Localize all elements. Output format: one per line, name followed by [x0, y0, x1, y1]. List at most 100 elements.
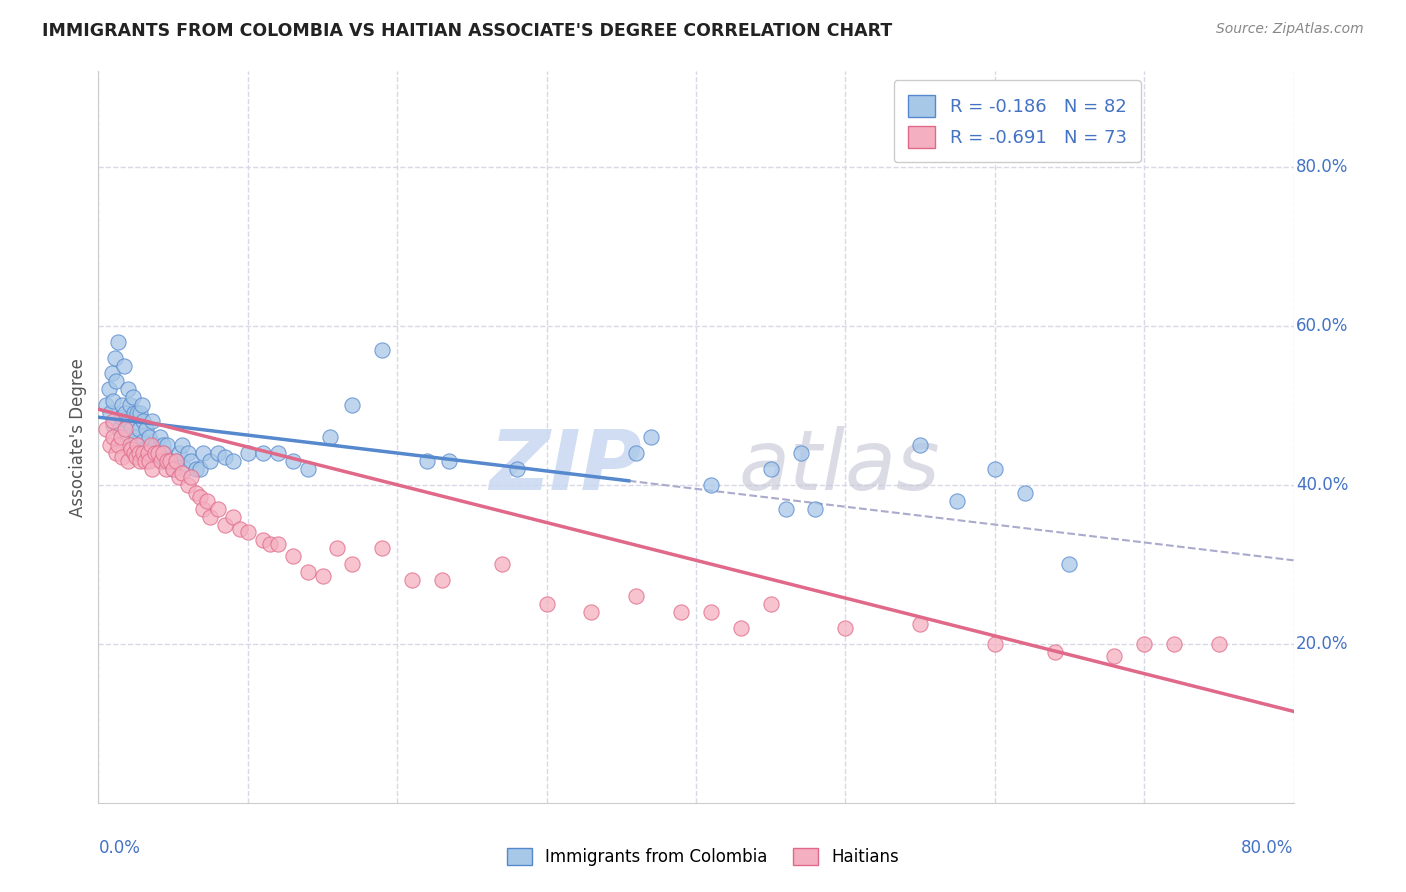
Point — [188, 490, 211, 504]
Point — [267, 446, 290, 460]
Point — [105, 375, 128, 389]
Text: 40.0%: 40.0% — [1296, 475, 1348, 494]
Point — [371, 343, 394, 357]
Point — [107, 438, 129, 452]
Point — [111, 450, 134, 464]
Point — [439, 454, 461, 468]
Point — [138, 454, 160, 468]
Point — [222, 509, 245, 524]
Point — [197, 493, 219, 508]
Point — [117, 454, 139, 468]
Point — [98, 406, 122, 420]
Point — [222, 454, 245, 468]
Point — [207, 501, 229, 516]
Text: 80.0%: 80.0% — [1241, 839, 1294, 857]
Point — [143, 438, 166, 452]
Point — [141, 462, 163, 476]
Point — [319, 430, 342, 444]
Point — [174, 462, 197, 476]
Point — [139, 438, 162, 452]
Text: 80.0%: 80.0% — [1296, 158, 1348, 176]
Point — [342, 558, 364, 572]
Point — [1043, 645, 1066, 659]
Point — [1133, 637, 1156, 651]
Point — [148, 446, 170, 460]
Point — [371, 541, 394, 556]
Point — [129, 438, 152, 452]
Point — [1208, 637, 1230, 651]
Point — [200, 454, 222, 468]
Point — [401, 573, 423, 587]
Point — [134, 442, 156, 456]
Point — [536, 597, 558, 611]
Point — [131, 398, 153, 412]
Point — [155, 454, 177, 468]
Point — [132, 446, 155, 460]
Point — [150, 454, 173, 468]
Point — [120, 442, 142, 456]
Point — [103, 394, 125, 409]
Point — [128, 422, 150, 436]
Point — [759, 462, 782, 476]
Point — [111, 398, 134, 412]
Point — [167, 470, 190, 484]
Point — [129, 454, 152, 468]
Point — [104, 351, 127, 365]
Point — [252, 446, 274, 460]
Point — [94, 422, 117, 436]
Point — [214, 517, 236, 532]
Point — [236, 446, 259, 460]
Point — [129, 406, 152, 420]
Point — [430, 573, 453, 587]
Point — [139, 446, 162, 460]
Point — [491, 558, 513, 572]
Point — [804, 501, 827, 516]
Point — [188, 462, 211, 476]
Point — [180, 470, 202, 484]
Point — [117, 383, 139, 397]
Point — [252, 533, 274, 548]
Point — [103, 418, 125, 433]
Point — [184, 462, 207, 476]
Point — [342, 398, 364, 412]
Point — [775, 501, 797, 516]
Point — [127, 438, 149, 452]
Point — [132, 434, 155, 448]
Point — [114, 406, 136, 420]
Text: 0.0%: 0.0% — [98, 839, 141, 857]
Point — [229, 521, 252, 535]
Point — [107, 334, 129, 349]
Point — [200, 509, 222, 524]
Point — [326, 541, 349, 556]
Point — [1163, 637, 1185, 651]
Point — [297, 462, 319, 476]
Point — [134, 454, 156, 468]
Point — [984, 637, 1007, 651]
Text: 20.0%: 20.0% — [1296, 635, 1348, 653]
Point — [908, 616, 931, 631]
Text: ZIP: ZIP — [489, 425, 643, 507]
Point — [150, 454, 173, 468]
Point — [118, 438, 141, 452]
Point — [311, 569, 333, 583]
Text: Source: ZipAtlas.com: Source: ZipAtlas.com — [1216, 22, 1364, 37]
Point — [153, 446, 176, 460]
Point — [98, 438, 122, 452]
Point — [669, 605, 692, 619]
Point — [700, 605, 723, 619]
Point — [236, 525, 259, 540]
Point — [191, 446, 214, 460]
Point — [136, 442, 159, 456]
Point — [125, 450, 148, 464]
Point — [117, 414, 139, 428]
Point — [101, 367, 124, 381]
Point — [97, 383, 120, 397]
Point — [94, 398, 117, 412]
Text: IMMIGRANTS FROM COLOMBIA VS HAITIAN ASSOCIATE'S DEGREE CORRELATION CHART: IMMIGRANTS FROM COLOMBIA VS HAITIAN ASSO… — [42, 22, 893, 40]
Point — [416, 454, 439, 468]
Point — [120, 422, 142, 436]
Point — [103, 414, 125, 428]
Point — [159, 454, 181, 468]
Point — [167, 446, 190, 460]
Legend: Immigrants from Colombia, Haitians: Immigrants from Colombia, Haitians — [499, 840, 907, 875]
